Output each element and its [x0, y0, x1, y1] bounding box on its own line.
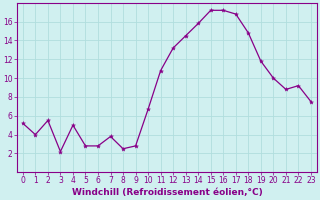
X-axis label: Windchill (Refroidissement éolien,°C): Windchill (Refroidissement éolien,°C)	[72, 188, 262, 197]
